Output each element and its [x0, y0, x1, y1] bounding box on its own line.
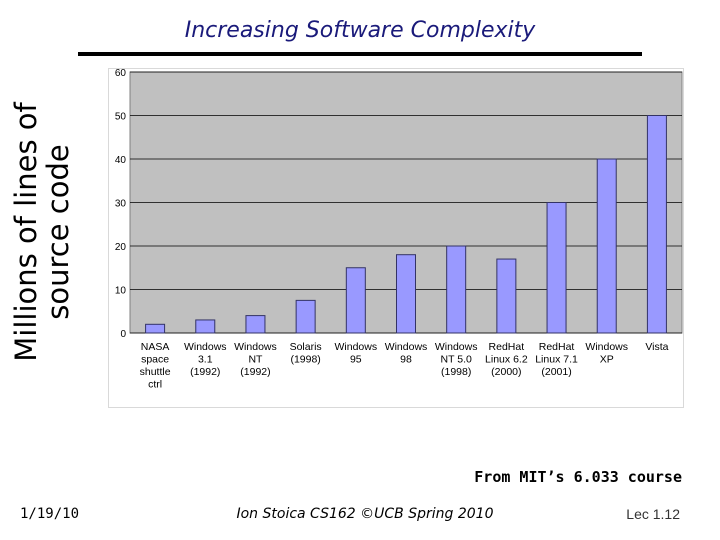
y-tick-label: 30 — [115, 199, 127, 210]
x-tick-label: Windows 98 — [385, 341, 428, 366]
y-axis-label: Millions of lines of source code — [9, 102, 75, 362]
bar — [646, 115, 667, 334]
x-tick-label: NASA space shuttle ctrl — [140, 341, 171, 391]
x-tick-label-line: NT 5.0 — [441, 354, 472, 366]
x-tick-label-line: XP — [600, 354, 614, 366]
x-tick-label-line: Windows — [585, 341, 628, 353]
footer-course: Ion Stoica CS162 ©UCB Spring 2010 — [236, 506, 494, 522]
x-tick-label: Solaris (1998) — [290, 341, 322, 366]
footer-date: 1/19/10 — [20, 506, 80, 522]
bar-chart: 0 10 20 30 40 50 60 NASA space shuttle ctrl Windows… — [108, 68, 684, 408]
x-tick-label-line: RedHat — [489, 341, 525, 353]
x-tick-label-line: (2000) — [491, 366, 521, 378]
y-tick-label: 40 — [115, 155, 127, 166]
x-tick-label-line: (2001) — [541, 366, 571, 378]
bar — [245, 315, 266, 334]
x-tick-label-line: Linux 7.1 — [535, 354, 578, 366]
x-tick-label: Windows NT (1992) — [234, 341, 277, 378]
y-tick-label: 50 — [115, 112, 127, 123]
x-tick-label-line: shuttle — [140, 366, 171, 378]
x-tick-label-line: NASA — [141, 341, 170, 353]
x-tick-label-line: Linux 6.2 — [485, 354, 528, 366]
source-note: From MIT’s 6.033 course — [474, 468, 682, 486]
bar — [195, 319, 216, 334]
x-tick-label-line: (1998) — [441, 366, 471, 378]
x-tick-label: Windows NT 5.0 (1998) — [435, 341, 478, 378]
x-tick-label-line: space — [141, 354, 169, 366]
x-tick-label-line: (1992) — [190, 366, 220, 378]
slide-title: Increasing Software Complexity — [184, 18, 536, 43]
x-tick-label: Windows XP — [585, 341, 628, 366]
x-tick-label-line: NT — [248, 354, 263, 366]
bar — [345, 267, 366, 334]
x-tick-label-line: RedHat — [539, 341, 575, 353]
x-tick-label: Windows 95 — [335, 341, 378, 366]
y-tick-label: 60 — [115, 68, 127, 79]
x-tick-label-line: 3.1 — [198, 354, 213, 366]
x-tick-label-line: Windows — [435, 341, 478, 353]
bar — [295, 299, 316, 334]
x-tick-label-line: Vista — [645, 341, 668, 353]
x-tick-label-line: 95 — [350, 354, 362, 366]
bar — [546, 202, 567, 334]
bar — [596, 158, 617, 334]
x-tick-label-line: (1998) — [290, 354, 320, 366]
x-tick-label-line: Windows — [335, 341, 378, 353]
bar — [145, 323, 166, 334]
x-tick-label-line: Windows — [385, 341, 428, 353]
y-tick-label: 20 — [115, 242, 127, 253]
x-tick-label-line: (1992) — [240, 366, 270, 378]
x-tick-label: Vista — [645, 341, 668, 353]
footer-lecture-number: Lec 1.12 — [626, 506, 680, 522]
x-tick-label: RedHat Linux 6.2 (2000) — [485, 341, 528, 378]
x-tick-label-line: Solaris — [290, 341, 322, 353]
y-tick-label: 10 — [115, 286, 127, 297]
x-tick-label: RedHat Linux 7.1 (2001) — [535, 341, 578, 378]
bar — [446, 245, 467, 334]
x-tick-label-line: 98 — [400, 354, 412, 366]
y-tick-label: 0 — [120, 329, 126, 340]
title-underline — [78, 52, 642, 56]
x-tick-label-line: Windows — [234, 341, 277, 353]
bar — [496, 258, 517, 334]
x-tick-label-line: ctrl — [148, 379, 162, 391]
x-tick-label: Windows 3.1 (1992) — [184, 341, 227, 378]
bar — [396, 254, 416, 334]
x-tick-label-line: Windows — [184, 341, 227, 353]
